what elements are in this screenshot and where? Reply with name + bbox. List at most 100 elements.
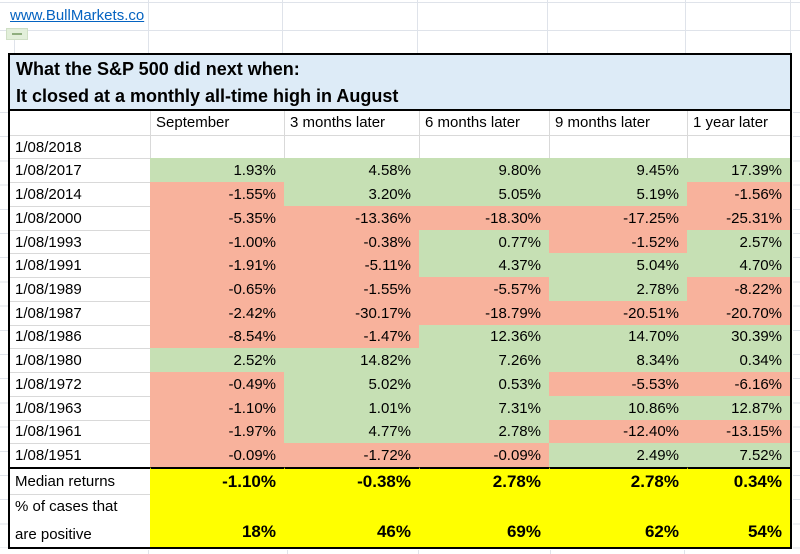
column-header[interactable]: 3 months later (284, 111, 419, 135)
site-link[interactable]: www.BullMarkets.co (10, 7, 145, 24)
column-header[interactable]: 1 year later (687, 111, 790, 135)
return-cell[interactable]: -1.72% (284, 443, 419, 467)
return-cell[interactable] (549, 134, 687, 159)
return-cell[interactable]: -12.40% (549, 419, 687, 444)
return-cell[interactable]: 14.70% (549, 324, 687, 349)
return-cell[interactable]: 17.39% (687, 158, 790, 183)
return-cell[interactable]: -0.49% (150, 372, 284, 396)
return-cell[interactable]: 0.77% (419, 229, 549, 254)
return-cell[interactable]: 2.78% (419, 419, 549, 444)
return-cell[interactable]: -8.54% (150, 324, 284, 349)
return-cell[interactable]: 8.34% (549, 348, 687, 373)
return-cell[interactable]: 4.70% (687, 253, 790, 278)
column-header[interactable]: 9 months later (549, 111, 687, 135)
return-cell[interactable]: 9.45% (549, 158, 687, 183)
row-label[interactable]: 1/08/1980 (10, 348, 150, 372)
column-header[interactable]: September (150, 111, 284, 135)
return-cell[interactable]: 12.87% (687, 395, 790, 420)
return-cell[interactable]: -1.55% (284, 277, 419, 301)
return-cell[interactable]: 2.57% (687, 229, 790, 254)
row-label[interactable]: 1/08/2014 (10, 182, 150, 206)
return-cell[interactable] (150, 134, 284, 159)
return-cell[interactable]: 10.86% (549, 395, 687, 420)
row-label[interactable]: 1/08/2000 (10, 205, 150, 230)
return-cell[interactable]: 0.34% (687, 348, 790, 373)
return-cell[interactable]: -0.09% (150, 443, 284, 467)
row-label[interactable]: 1/08/1961 (10, 419, 150, 444)
return-cell[interactable]: 0.53% (419, 372, 549, 396)
return-cell[interactable]: 5.02% (284, 372, 419, 396)
row-label[interactable]: 1/08/1986 (10, 324, 150, 349)
return-cell[interactable] (687, 134, 790, 159)
return-cell[interactable]: 1.93% (150, 158, 284, 183)
median-value-cell[interactable]: -1.10% (150, 467, 284, 494)
positive-value-cell[interactable]: 18% (150, 494, 284, 547)
median-value-cell[interactable]: -0.38% (284, 467, 419, 494)
return-cell[interactable]: -5.57% (419, 277, 549, 301)
return-cell[interactable]: 2.78% (549, 277, 687, 301)
median-label[interactable]: Median returns (10, 467, 150, 494)
return-cell[interactable]: -1.97% (150, 419, 284, 444)
return-cell[interactable]: 5.04% (549, 253, 687, 278)
return-cell[interactable]: 7.31% (419, 395, 549, 420)
column-header[interactable] (10, 111, 150, 135)
return-cell[interactable]: -1.91% (150, 253, 284, 278)
return-cell[interactable]: -1.55% (150, 182, 284, 206)
return-cell[interactable]: 7.52% (687, 443, 790, 467)
return-cell[interactable]: -2.42% (150, 300, 284, 325)
return-cell[interactable]: -0.38% (284, 229, 419, 254)
row-label[interactable]: 1/08/2018 (10, 134, 150, 159)
return-cell[interactable]: -18.79% (419, 300, 549, 325)
return-cell[interactable]: -1.56% (687, 182, 790, 206)
return-cell[interactable]: 9.80% (419, 158, 549, 183)
return-cell[interactable]: 4.77% (284, 419, 419, 444)
row-label[interactable]: 1/08/1993 (10, 229, 150, 254)
return-cell[interactable]: -1.10% (150, 395, 284, 420)
row-label[interactable]: 1/08/1972 (10, 372, 150, 396)
median-value-cell[interactable]: 0.34% (687, 467, 790, 494)
return-cell[interactable]: -0.65% (150, 277, 284, 301)
return-cell[interactable]: 4.37% (419, 253, 549, 278)
return-cell[interactable] (419, 134, 549, 159)
row-label[interactable]: 1/08/1963 (10, 395, 150, 420)
return-cell[interactable]: -18.30% (419, 205, 549, 230)
row-label[interactable]: 1/08/2017 (10, 158, 150, 182)
return-cell[interactable]: -1.00% (150, 229, 284, 254)
return-cell[interactable]: 5.05% (419, 182, 549, 206)
return-cell[interactable]: -17.25% (549, 205, 687, 230)
return-cell[interactable]: -5.53% (549, 372, 687, 396)
return-cell[interactable]: 2.52% (150, 348, 284, 373)
return-cell[interactable] (284, 134, 419, 159)
return-cell[interactable]: -13.15% (687, 419, 790, 444)
return-cell[interactable]: 2.49% (549, 443, 687, 467)
row-label[interactable]: 1/08/1989 (10, 277, 150, 301)
median-value-cell[interactable]: 2.78% (419, 467, 549, 494)
return-cell[interactable]: 3.20% (284, 182, 419, 206)
return-cell[interactable]: 30.39% (687, 324, 790, 349)
return-cell[interactable]: -5.11% (284, 253, 419, 278)
return-cell[interactable]: -20.51% (549, 300, 687, 325)
return-cell[interactable]: -1.52% (549, 229, 687, 254)
positive-value-cell[interactable]: 62% (549, 494, 687, 547)
return-cell[interactable]: 1.01% (284, 395, 419, 420)
row-label[interactable]: 1/08/1991 (10, 253, 150, 277)
return-cell[interactable]: -6.16% (687, 372, 790, 396)
row-label[interactable]: 1/08/1987 (10, 300, 150, 325)
return-cell[interactable]: -1.47% (284, 324, 419, 349)
return-cell[interactable]: 7.26% (419, 348, 549, 373)
positive-value-cell[interactable]: 69% (419, 494, 549, 547)
return-cell[interactable]: -5.35% (150, 205, 284, 230)
positive-value-cell[interactable]: 54% (687, 494, 790, 547)
return-cell[interactable]: -20.70% (687, 300, 790, 325)
return-cell[interactable]: 5.19% (549, 182, 687, 206)
positive-label[interactable]: % of cases that are positive (10, 494, 150, 547)
return-cell[interactable]: -8.22% (687, 277, 790, 301)
row-label[interactable]: 1/08/1951 (10, 443, 150, 467)
return-cell[interactable]: -0.09% (419, 443, 549, 467)
positive-value-cell[interactable]: 46% (284, 494, 419, 547)
return-cell[interactable]: 14.82% (284, 348, 419, 373)
return-cell[interactable]: -25.31% (687, 205, 790, 230)
return-cell[interactable]: 4.58% (284, 158, 419, 183)
return-cell[interactable]: 12.36% (419, 324, 549, 349)
return-cell[interactable]: -30.17% (284, 300, 419, 325)
